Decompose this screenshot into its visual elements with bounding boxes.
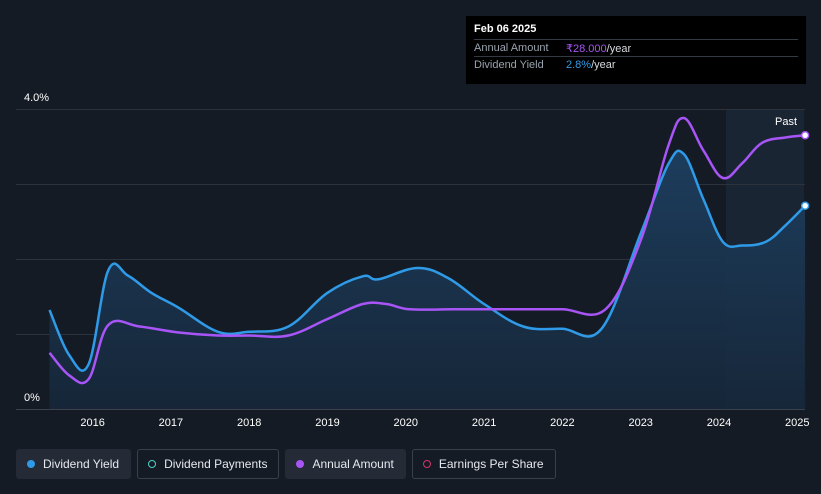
legend-dividend-payments-label: Dividend Payments xyxy=(164,457,268,471)
chart-legend: Dividend Yield Dividend Payments Annual … xyxy=(16,449,556,479)
x-tick-label: 2023 xyxy=(628,417,652,429)
legend-dividend-payments[interactable]: Dividend Payments xyxy=(137,449,280,479)
tooltip-annual-amount-label: Annual Amount xyxy=(474,42,549,54)
x-tick-label: 2025 xyxy=(785,417,809,429)
legend-dividend-payments-ring-icon xyxy=(148,460,157,468)
legend-earnings-per-share-label: Earnings Per Share xyxy=(438,457,544,471)
legend-annual-amount[interactable]: Annual Amount xyxy=(285,449,406,479)
data-tooltip: Feb 06 2025 Annual Amount ₹28.000/year D… xyxy=(466,16,806,84)
x-tick-label: 2017 xyxy=(159,417,183,429)
tooltip-date: Feb 06 2025 xyxy=(474,23,537,35)
x-tick-label: 2021 xyxy=(472,417,496,429)
tooltip-annual-amount-value: ₹28.000 xyxy=(566,42,607,55)
legend-earnings-per-share[interactable]: Earnings Per Share xyxy=(411,449,556,479)
y-tick-bottom: 0% xyxy=(24,392,40,404)
x-tick-label: 2016 xyxy=(80,417,104,429)
dividend-yield-area xyxy=(49,150,806,409)
x-tick-label: 2019 xyxy=(315,417,339,429)
dividend-chart: 2016 2017 2018 2019 2020 2021 2022 2023 2024 2025… xyxy=(16,92,810,429)
past-label: Past xyxy=(775,116,797,128)
legend-dividend-yield[interactable]: Dividend Yield xyxy=(16,449,132,479)
series-line-annual-amount xyxy=(48,116,806,385)
legend-annual-amount-dot-icon xyxy=(296,460,305,468)
legend-dividend-yield-label: Dividend Yield xyxy=(43,457,120,471)
y-tick-top: 4.0% xyxy=(24,92,49,104)
tooltip-annual-amount-unit: /year xyxy=(606,42,632,55)
legend-annual-amount-label: Annual Amount xyxy=(312,457,394,471)
x-tick-label: 2018 xyxy=(237,417,261,429)
tooltip-dividend-yield-unit: /year xyxy=(591,59,616,71)
legend-dividend-yield-dot-icon xyxy=(27,460,35,468)
series-end-point-dividend-yield xyxy=(800,201,810,210)
x-tick-label: 2024 xyxy=(707,417,731,429)
tooltip-annual-amount-row: Annual Amount ₹28.000/year xyxy=(474,39,798,56)
series-end-point-annual-amount xyxy=(800,131,810,140)
x-tick-label: 2020 xyxy=(394,417,418,429)
legend-earnings-per-share-ring-icon xyxy=(422,460,431,468)
x-tick-label: 2022 xyxy=(550,417,574,429)
tooltip-dividend-yield-row: Dividend Yield 2.8%/year xyxy=(474,56,798,73)
series-line-dividend-yield xyxy=(48,149,806,372)
tooltip-dividend-yield-label: Dividend Yield xyxy=(474,59,544,71)
tooltip-dividend-yield-value: 2.8% xyxy=(566,59,592,71)
